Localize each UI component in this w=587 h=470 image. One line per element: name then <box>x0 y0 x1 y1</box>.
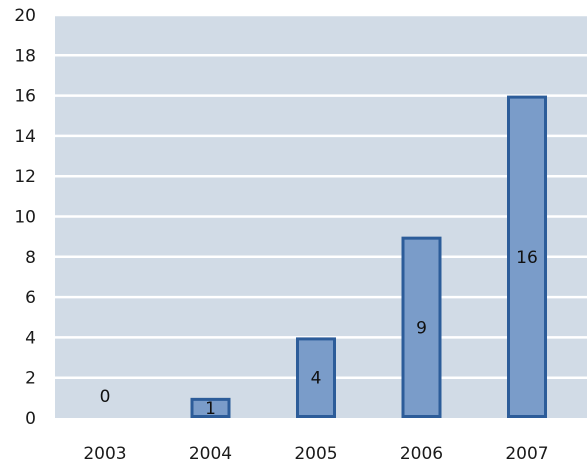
x-tick-label-2006: 2006 <box>400 444 443 464</box>
y-tick-label: 6 <box>25 288 36 308</box>
bar-2007 <box>507 95 547 418</box>
y-tick-label: 8 <box>25 248 36 268</box>
y-tick-label: 14 <box>14 127 36 147</box>
data-label-2007: 16 <box>516 248 538 268</box>
bar-2006 <box>401 236 442 418</box>
y-tick-label: 10 <box>14 208 36 228</box>
x-tick-label-2004: 2004 <box>189 444 232 464</box>
y-tick-label: 16 <box>14 87 36 107</box>
data-label-2006: 9 <box>416 318 427 338</box>
x-tick-label-2003: 2003 <box>83 444 126 464</box>
y-tick-label: 20 <box>14 6 36 26</box>
data-labels: 0 1 4 9 16 <box>100 248 538 419</box>
data-label-2004: 1 <box>205 399 216 419</box>
y-tick-label: 18 <box>14 46 36 66</box>
x-tick-label-2007: 2007 <box>505 444 548 464</box>
y-tick-label: 4 <box>25 328 36 348</box>
x-axis-tick-labels: 2003 2004 2005 2006 2007 <box>83 444 548 464</box>
y-tick-label: 12 <box>14 167 36 187</box>
data-label-2003: 0 <box>100 387 111 407</box>
y-tick-label: 2 <box>25 369 36 389</box>
bar-2005 <box>296 337 336 418</box>
data-label-2005: 4 <box>311 369 322 389</box>
y-tick-label: 0 <box>25 409 36 429</box>
x-tick-label-2005: 2005 <box>294 444 337 464</box>
y-axis-tick-labels: 0 2 4 6 8 10 12 14 16 18 20 <box>14 6 36 429</box>
bars <box>190 95 547 419</box>
bar-2004 <box>190 397 231 419</box>
